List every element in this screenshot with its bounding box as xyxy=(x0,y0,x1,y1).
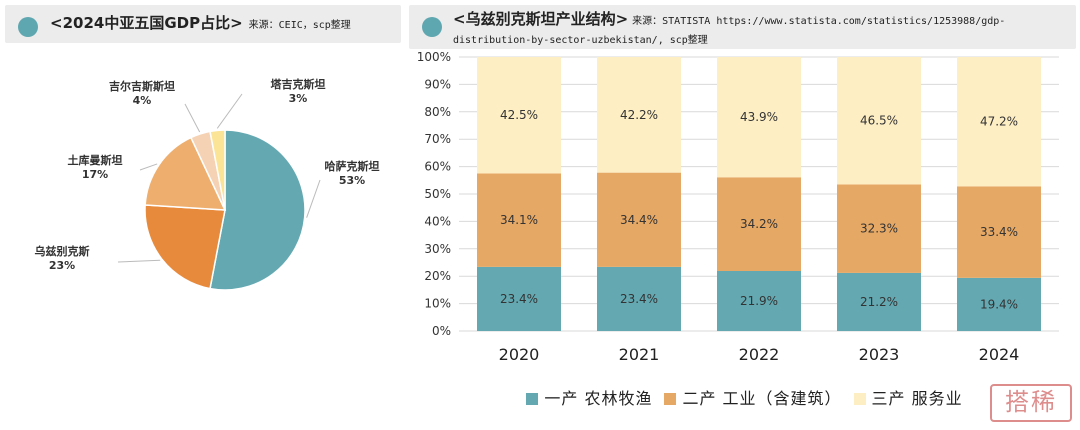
bar-data-label: 33.4% xyxy=(980,225,1018,239)
x-tick-label: 2020 xyxy=(499,345,540,364)
pie-slice-value-label: 23% xyxy=(49,259,75,272)
bar-data-label: 23.4% xyxy=(500,292,538,306)
bar-segment xyxy=(717,177,801,271)
bar-data-label: 21.9% xyxy=(740,294,778,308)
right-chart-source: 来源：STATISTA https://www.statista.com/sta… xyxy=(453,16,1006,46)
y-tick-label: 50% xyxy=(424,187,451,201)
y-tick-label: 100% xyxy=(417,50,451,64)
left-chart-source: 来源：CEIC，scp整理 xyxy=(248,20,351,31)
pie-slice-value-label: 4% xyxy=(133,94,152,107)
bar-segment xyxy=(477,266,561,331)
x-tick-label: 2023 xyxy=(859,345,900,364)
pie-slice xyxy=(144,204,226,290)
pie-slice-value-label: 3% xyxy=(289,92,308,105)
watermark-stamp: 搭稀 xyxy=(990,384,1072,422)
right-chart-panel: <乌兹别克斯坦产业结构> 来源：STATISTA https://www.stat… xyxy=(409,0,1080,430)
bar-segment xyxy=(597,172,681,267)
bar-data-label: 23.4% xyxy=(620,292,658,306)
y-tick-label: 0% xyxy=(432,324,451,338)
pie-slice xyxy=(144,136,227,211)
bar-data-label: 21.2% xyxy=(860,295,898,309)
header-dot-icon xyxy=(422,17,442,37)
bar-data-label: 43.9% xyxy=(740,110,778,124)
bar-data-label: 42.2% xyxy=(620,108,658,122)
bar-segment xyxy=(477,173,561,267)
bar-data-label: 34.2% xyxy=(740,217,778,231)
y-tick-label: 80% xyxy=(424,105,451,119)
bar-data-label: 42.5% xyxy=(500,108,538,122)
pie-slice xyxy=(209,129,226,211)
bar-segment xyxy=(597,57,681,173)
pie-slice-name-label: 吉尔吉斯斯坦 xyxy=(109,79,175,93)
right-chart-header: <乌兹别克斯坦产业结构> 来源：STATISTA https://www.stat… xyxy=(409,5,1076,49)
y-tick-label: 40% xyxy=(424,214,451,228)
y-tick-label: 70% xyxy=(424,132,451,146)
legend-item: 三产 服务业 xyxy=(853,385,963,409)
bar-segment xyxy=(477,57,561,174)
pie-slice xyxy=(209,129,306,291)
bar-data-label: 32.3% xyxy=(860,222,898,236)
pie-slice-name-label: 土库曼斯坦 xyxy=(68,153,123,167)
bar-segment xyxy=(717,57,801,178)
bar-data-label: 47.2% xyxy=(980,115,1018,129)
legend-label: 二产 工业（含建筑） xyxy=(682,389,842,408)
pie-slice-value-label: 53% xyxy=(339,174,365,187)
left-chart-panel: <2024中亚五国GDP占比> 来源：CEIC，scp整理 哈萨克斯坦 53% 乌兹别… xyxy=(0,0,405,430)
bar-segment xyxy=(597,266,681,331)
pie-slice-name-label: 塔吉克斯坦 xyxy=(271,77,326,91)
pie-leader-line xyxy=(216,93,243,129)
pie-slice-name-label: 乌兹别克斯 xyxy=(35,244,90,258)
bar-segment xyxy=(957,277,1041,331)
y-tick-label: 20% xyxy=(424,269,451,283)
legend-item: 二产 工业（含建筑） xyxy=(664,385,841,409)
bar-data-label: 34.1% xyxy=(500,213,538,227)
bar-data-label: 46.5% xyxy=(860,114,898,128)
bar-data-label: 19.4% xyxy=(980,297,1018,311)
bar-data-label: 34.4% xyxy=(620,213,658,227)
bar-segment xyxy=(837,57,921,185)
y-tick-label: 30% xyxy=(424,242,451,256)
x-tick-label: 2021 xyxy=(619,345,660,364)
y-tick-label: 60% xyxy=(424,160,451,174)
legend-swatch xyxy=(664,393,677,405)
bar-chart-legend: 一产 农林牧渔 二产 工业（含建筑） 三产 服务业 xyxy=(409,385,1080,409)
stacked-bar-chart: 0% 10% 20% 30% 40% 50% 60% 70% 80% 90% 100% 23.4% 34… xyxy=(417,50,1059,364)
pie-slice-name-label: 哈萨克斯坦 xyxy=(325,159,380,173)
pie-slice-value-label: 17% xyxy=(82,168,108,181)
left-chart-title: <2024中亚五国GDP占比> 来源：CEIC，scp整理 xyxy=(50,14,351,32)
bar-segment xyxy=(837,272,921,331)
bar-segment xyxy=(957,57,1041,187)
pie-leader-line xyxy=(117,259,161,263)
legend-swatch xyxy=(526,393,539,405)
pie-leader-line xyxy=(306,179,321,218)
pie-leader-line xyxy=(184,103,201,133)
bar-segment xyxy=(717,270,801,331)
left-chart-header: <2024中亚五国GDP占比> 来源：CEIC，scp整理 xyxy=(5,5,401,43)
y-tick-label: 10% xyxy=(424,297,451,311)
bar-segment xyxy=(837,184,921,273)
x-tick-label: 2022 xyxy=(739,345,780,364)
legend-swatch xyxy=(853,393,866,405)
y-tick-label: 90% xyxy=(424,77,451,91)
right-chart-title: <乌兹别克斯坦产业结构> 来源：STATISTA https://www.stat… xyxy=(453,10,1006,46)
x-tick-label: 2024 xyxy=(979,345,1020,364)
pie-leader-line xyxy=(139,163,158,171)
legend-item: 一产 农林牧渔 xyxy=(526,385,652,409)
header-dot-icon xyxy=(18,17,38,37)
legend-label: 一产 农林牧渔 xyxy=(544,389,653,408)
bar-segment xyxy=(957,186,1041,278)
legend-label: 三产 服务业 xyxy=(871,389,963,408)
